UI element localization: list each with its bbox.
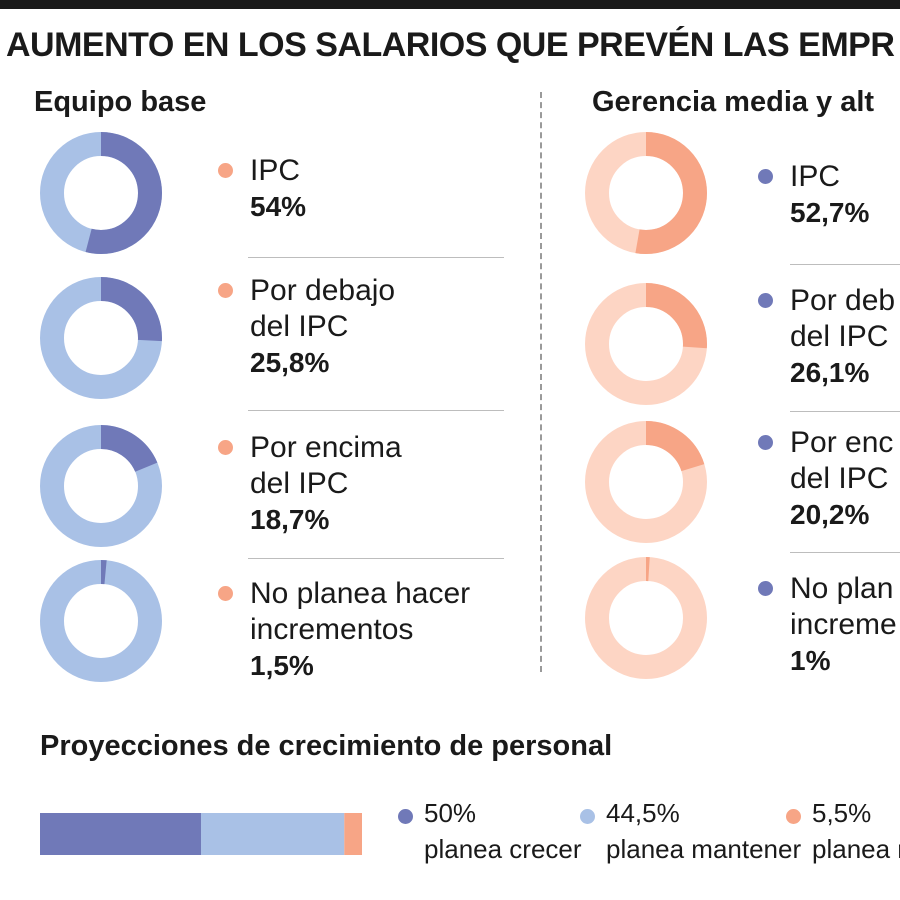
growth-bar-svg (40, 813, 362, 855)
gerencia-donut-1 (585, 132, 707, 254)
gerencia-donut-4 (585, 557, 707, 679)
growth-title: Proyecciones de crecimiento de personal (40, 730, 613, 762)
legend-dot (218, 283, 233, 298)
equipo-base-donut-3-slice (40, 425, 162, 547)
legend-value: 1,5% (250, 650, 314, 681)
legend-label: Por enc del IPC (790, 426, 894, 495)
growth-stacked-bar (40, 813, 362, 855)
gerencia-donut-1-slice (585, 132, 707, 254)
main-title: AUMENTO EN LOS SALARIOS QUE PREVÉN LAS E… (6, 26, 895, 64)
legend-dot (218, 163, 233, 178)
gerencia-donut-2 (585, 283, 707, 405)
gerencia-donut-2-slice (585, 283, 707, 405)
equipo-base-donut-1 (40, 132, 162, 254)
row-divider (790, 264, 900, 265)
row-divider (248, 257, 504, 258)
legend-label: IPC (790, 160, 841, 193)
legend-label: No plan increme (790, 572, 897, 641)
equipo-base-donut-4-slice (40, 560, 162, 682)
growth-legend-label: planea mantener (606, 834, 802, 864)
legend-dot (758, 293, 773, 308)
legend-dot (786, 809, 801, 824)
gerencia-donut-3-slice (585, 421, 707, 543)
equipo-base-donut-3 (40, 425, 162, 547)
legend-dot (758, 435, 773, 450)
growth-segment-3 (344, 813, 362, 855)
growth-legend-label: planea crecer (424, 834, 582, 864)
legend-dot (398, 809, 413, 824)
row-divider (790, 552, 900, 553)
gerencia-donut-4-remainder (585, 557, 707, 679)
legend-value: 52,7% (790, 197, 870, 228)
row-divider (248, 410, 504, 411)
growth-legend-label: planea re (812, 834, 900, 864)
legend-value: 26,1% (790, 357, 870, 388)
legend-value: 25,8% (250, 347, 330, 378)
equipo-base-donut-1-slice (40, 132, 162, 254)
growth-legend-value: 5,5% (812, 798, 872, 828)
equipo-base-donut-4 (40, 560, 162, 682)
equipo-base-title: Equipo base (34, 86, 207, 118)
growth-segment-1 (40, 813, 201, 855)
legend-dot (758, 581, 773, 596)
legend-value: 54% (250, 191, 307, 222)
top-rule (0, 0, 900, 9)
growth-legend-value: 50% (424, 798, 477, 828)
legend-value: 18,7% (250, 504, 330, 535)
legend-dot (758, 169, 773, 184)
legend-value: 1% (790, 645, 831, 676)
row-divider (790, 411, 900, 412)
row-divider (248, 558, 504, 559)
legend-value: 20,2% (790, 499, 870, 530)
legend-label: Por deb del IPC (790, 284, 896, 353)
legend-label: No planea hacer incrementos (250, 577, 471, 646)
growth-legend-value: 44,5% (606, 798, 680, 828)
legend-label: Por encima del IPC (250, 431, 402, 500)
legend-label: IPC (250, 154, 301, 187)
column-divider (540, 92, 542, 672)
gerencia-donut-4-slice (585, 557, 707, 679)
legend-dot (218, 586, 233, 601)
equipo-base-donut-2-slice (40, 277, 162, 399)
gerencia-title: Gerencia media y alt (592, 86, 875, 118)
legend-dot (580, 809, 595, 824)
equipo-base-donut-4-remainder (40, 560, 162, 682)
legend-label: Por debajo del IPC (250, 274, 396, 343)
gerencia-donut-3 (585, 421, 707, 543)
growth-segment-2 (201, 813, 345, 855)
legend-dot (218, 440, 233, 455)
equipo-base-donut-2 (40, 277, 162, 399)
